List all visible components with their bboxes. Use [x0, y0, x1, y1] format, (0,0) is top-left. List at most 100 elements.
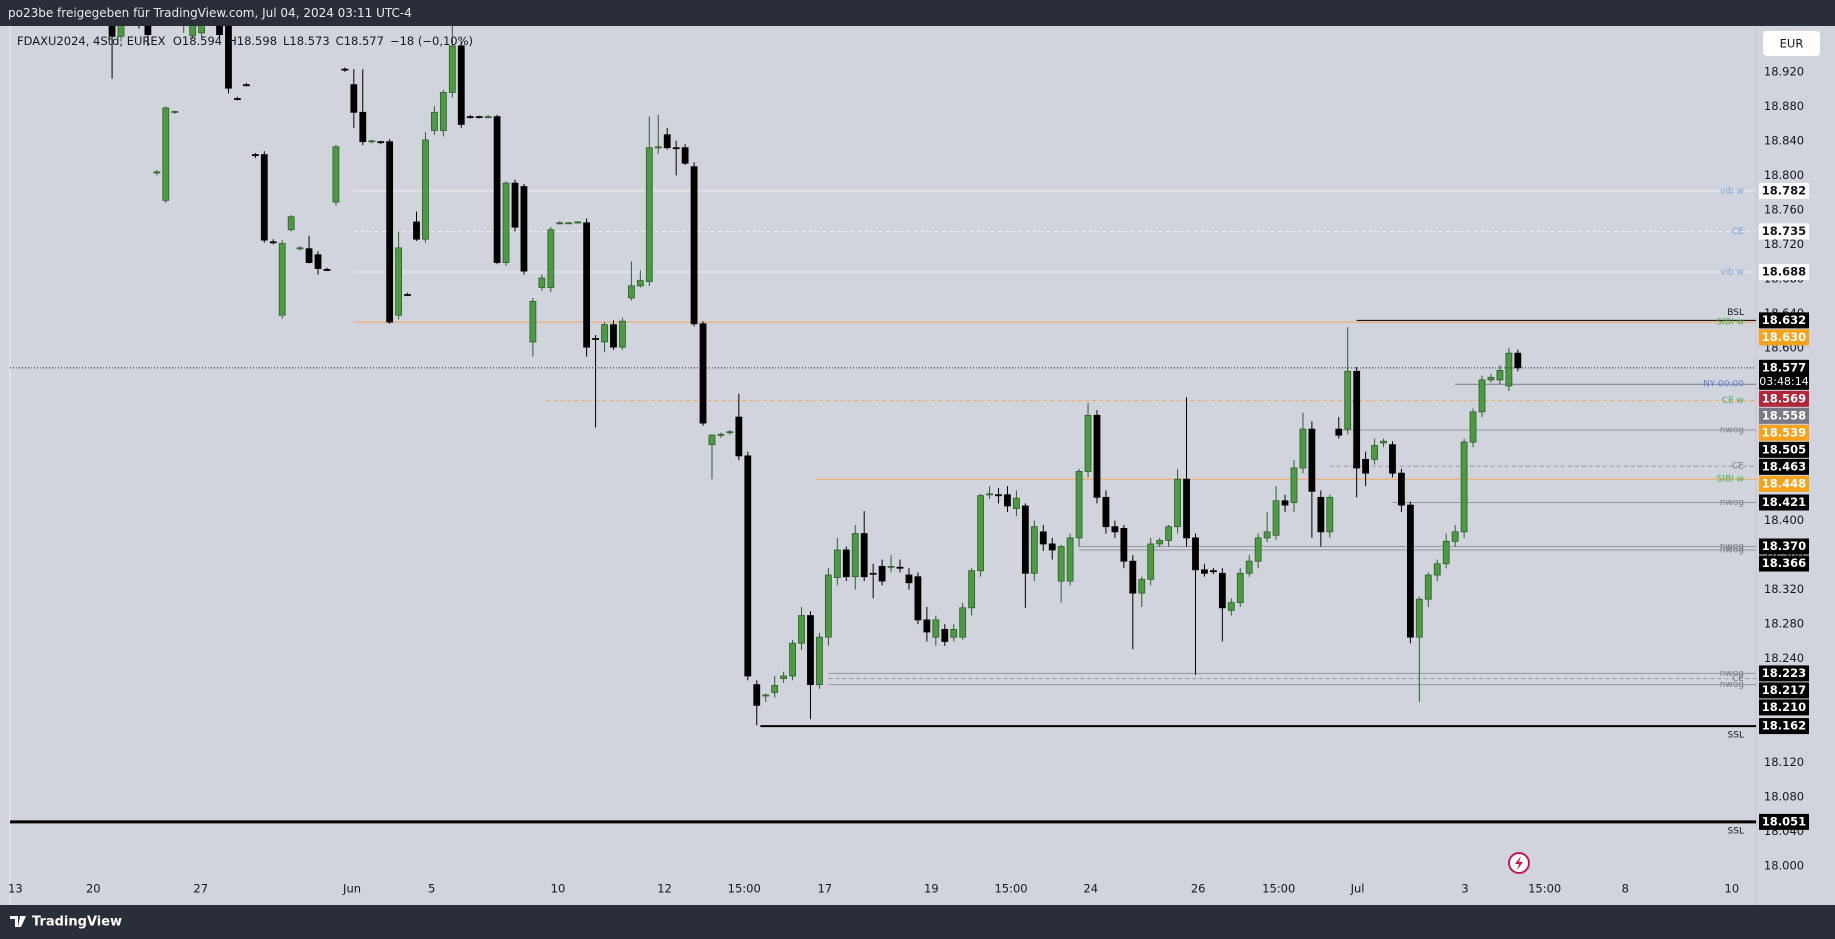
candle-body	[905, 574, 913, 584]
candle-body	[314, 254, 322, 269]
price-box	[1759, 665, 1809, 682]
candle-body	[323, 269, 331, 271]
candle-body	[1165, 526, 1173, 541]
y-tick-label: 18.280	[1764, 617, 1804, 631]
candle-body	[842, 549, 850, 578]
price-box	[1759, 264, 1809, 281]
price-box-label: 18.630	[1762, 330, 1806, 344]
y-tick-label: 18.320	[1764, 582, 1804, 596]
price-box-label: 18.569	[1762, 391, 1806, 405]
price-box	[1759, 682, 1809, 699]
candle-body	[968, 570, 976, 609]
candle-body	[1227, 602, 1235, 611]
candle-body	[404, 294, 411, 296]
footer-bar	[0, 905, 1835, 939]
x-tick-label: Jul	[1350, 882, 1365, 896]
price-box-label: 18.051	[1762, 814, 1806, 828]
candle-body	[1111, 526, 1119, 533]
level-tag: nwog	[1720, 498, 1744, 508]
candle-body	[1478, 379, 1486, 413]
price-box-label: 18.505	[1762, 442, 1806, 456]
price-box	[1759, 699, 1809, 716]
candle-body	[1236, 572, 1244, 604]
candle-body	[117, 26, 125, 37]
candle-body	[950, 628, 958, 638]
candle-body	[1344, 370, 1352, 430]
candle-body	[887, 565, 895, 568]
candle-body	[1505, 352, 1513, 387]
candle-body	[995, 494, 1002, 497]
x-tick-label: 19	[924, 882, 939, 896]
price-box	[1759, 441, 1809, 458]
price-box	[1759, 555, 1809, 572]
level-tag: vib w	[1720, 186, 1744, 196]
candle-body	[1075, 471, 1083, 539]
y-tick-label: 18.920	[1764, 64, 1804, 78]
candle-body	[896, 566, 904, 569]
candle-body	[1156, 540, 1164, 545]
countdown-label: 03:48:14	[1759, 375, 1808, 388]
candle-body	[1084, 414, 1092, 472]
candle-body	[762, 694, 770, 697]
candle-body	[556, 222, 564, 225]
candle-body	[619, 320, 626, 348]
level-tag: SIBI w	[1717, 475, 1744, 485]
candle-body	[251, 154, 259, 157]
x-tick-label: 24	[1083, 882, 1098, 896]
candle-body	[225, 26, 232, 89]
candle-body	[269, 241, 277, 244]
price-box	[1759, 813, 1809, 830]
candle-body	[914, 576, 922, 621]
level-tag: CE	[1732, 227, 1744, 237]
level-tag: BSL	[1727, 308, 1744, 318]
candle-body	[780, 675, 788, 679]
candle-body	[448, 45, 456, 93]
price-box	[1759, 390, 1809, 407]
candle-body	[1201, 569, 1208, 574]
candle-body	[977, 495, 984, 572]
candle-body	[878, 565, 886, 582]
candle-body	[189, 26, 197, 36]
candle-body	[1299, 428, 1307, 469]
candle-body	[610, 324, 617, 348]
candle-body	[242, 84, 250, 87]
price-box-label: 18.688	[1762, 265, 1806, 279]
legend: FDAXU2024, 4Std, EUREX O18.594 H18.598 L18.…	[17, 34, 473, 48]
candle-body	[1254, 537, 1262, 562]
candle-body	[583, 222, 591, 348]
candle-body	[502, 182, 510, 263]
candle-body	[1460, 441, 1468, 533]
candle-body	[278, 243, 286, 316]
level-tag: nwog	[1720, 669, 1744, 679]
x-tick-label: 15:00	[1262, 882, 1295, 896]
candle-body	[368, 140, 376, 143]
footer-brand: TradingView	[32, 915, 122, 930]
x-tick-label: 8	[1622, 882, 1629, 896]
candle-body	[1326, 496, 1334, 533]
currency-button[interactable]	[1763, 31, 1820, 56]
candle-body	[341, 68, 349, 71]
candle-body	[717, 433, 725, 436]
candle-body	[260, 154, 268, 241]
price-box	[1759, 223, 1809, 240]
legend-change: −18 (−0,10%)	[390, 34, 473, 48]
currency-label[interactable]: EUR	[1780, 37, 1804, 51]
candle-body	[1066, 537, 1074, 582]
x-tick-label: 5	[428, 882, 435, 896]
candle-body	[1371, 445, 1378, 460]
candle-body	[824, 574, 832, 638]
level-tag: SSL	[1728, 731, 1744, 741]
price-box	[1759, 494, 1809, 511]
candle-body	[833, 549, 841, 578]
price-box-label: 18.217	[1762, 683, 1806, 697]
candle-body	[1048, 543, 1056, 551]
candle-body	[332, 146, 340, 203]
x-tick-label: 17	[817, 882, 832, 896]
candle-body	[171, 111, 179, 113]
candle-body	[1004, 494, 1011, 507]
candle-body	[305, 248, 313, 263]
price-box-label: 18.366	[1762, 556, 1806, 570]
candle-body	[592, 338, 599, 340]
candle-body	[431, 111, 438, 131]
candle-body	[377, 141, 385, 144]
